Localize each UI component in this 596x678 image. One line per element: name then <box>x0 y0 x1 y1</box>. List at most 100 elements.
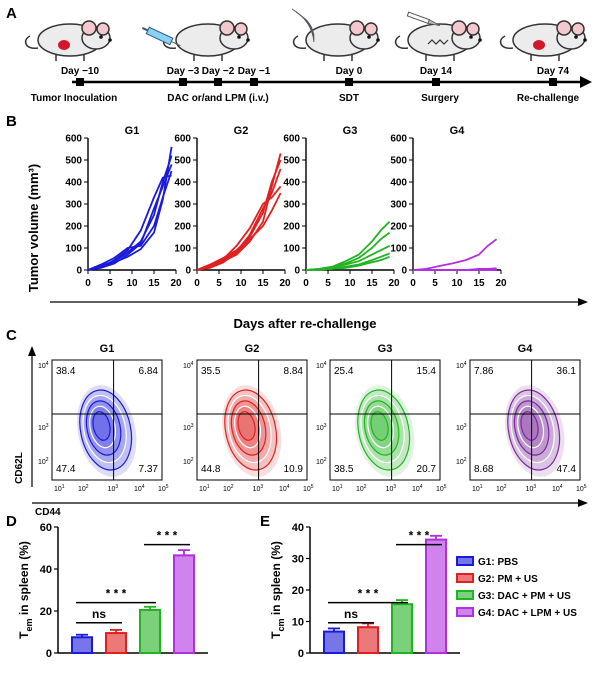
series-line <box>196 153 282 271</box>
panel-letter-c: C <box>6 327 17 344</box>
series-line <box>87 170 173 271</box>
x-tick-label: 15 <box>257 278 269 289</box>
legend-label: G4: DAC + LPM + US <box>478 608 577 619</box>
y-tick-label: 400 <box>390 178 407 189</box>
mouse-icon <box>24 20 112 61</box>
y-tick-label: 300 <box>390 200 407 211</box>
contour-ring <box>89 405 117 449</box>
x-log-tick: 104 <box>279 484 290 493</box>
x-log-exponent: 3 <box>115 484 118 490</box>
y-log-exponent: 2 <box>324 457 327 463</box>
y-tick-label: 200 <box>390 222 407 233</box>
x-log-exponent: 1 <box>207 484 210 490</box>
panel-letter-e: E <box>260 513 270 530</box>
y-tick-label: 100 <box>283 244 300 255</box>
quadrant-lr-value: 47.4 <box>557 464 577 475</box>
x-log-exponent: 5 <box>444 484 447 490</box>
y-log-tick: 102 <box>183 457 194 466</box>
timeline-event: Surgery <box>421 93 459 104</box>
x-log-exponent: 1 <box>480 484 483 490</box>
legend-swatch <box>456 607 474 617</box>
y-tick-label: 100 <box>65 244 82 255</box>
bar-g4 <box>425 538 447 654</box>
quadrant-ll-value: 38.5 <box>334 464 354 475</box>
chart-title: G4 <box>450 125 466 137</box>
flow-title: G2 <box>245 343 260 355</box>
x-log-tick: 103 <box>108 484 119 493</box>
y-log-exponent: 4 <box>324 361 327 367</box>
y-tick-label: 20 <box>292 585 304 597</box>
contour-ring <box>234 405 262 449</box>
x-tick-label: 0 <box>303 278 309 289</box>
quadrant-ll-value: 8.68 <box>474 464 494 475</box>
ultrasound-wave <box>291 8 315 43</box>
y-log-tick: 103 <box>456 423 467 432</box>
chart-title: G3 <box>343 125 358 137</box>
panel-letter-a: A <box>6 5 17 22</box>
x-log-exponent: 4 <box>142 484 145 490</box>
y-label-subscript: em <box>24 618 34 631</box>
y-tick-label: 200 <box>283 222 300 233</box>
quadrant-lr-value: 10.9 <box>284 464 304 475</box>
mouse-eye <box>99 35 103 39</box>
legend-swatch <box>456 573 474 583</box>
mouse-icon <box>162 20 250 61</box>
mouse-eye <box>237 35 241 39</box>
series-line <box>196 168 282 271</box>
timeline-tick <box>549 78 557 86</box>
y-tick-label: 20 <box>40 606 52 618</box>
contour-ring <box>237 411 256 441</box>
y-tick-label: 40 <box>40 564 52 576</box>
significance-label: * * * <box>157 529 178 543</box>
timeline-tick <box>432 78 440 86</box>
series-line <box>87 164 173 271</box>
y-log-exponent: 4 <box>191 361 194 367</box>
y-tick-label: 0 <box>46 648 52 660</box>
x-log-exponent: 5 <box>166 484 169 490</box>
mouse-ear <box>96 22 110 36</box>
x-tick-label: 5 <box>432 278 438 289</box>
contour-ring <box>370 411 389 441</box>
y-log-tick: 103 <box>316 423 327 432</box>
mouse-icon <box>394 20 482 61</box>
quadrant-ul-value: 35.5 <box>201 366 221 377</box>
timeline-event: DAC or/and LPM (i.v.) <box>167 93 268 104</box>
panel-letter-d: D <box>6 513 17 530</box>
c-ylabel: CD62L <box>14 452 25 484</box>
bar-g4 <box>173 554 195 654</box>
mouse-ear <box>349 20 365 36</box>
y-log-tick: 102 <box>316 457 327 466</box>
bar-g2 <box>105 632 127 654</box>
quadrant-ll-value: 44.8 <box>201 464 221 475</box>
y-tick-label: 500 <box>390 156 407 167</box>
significance-label: ns <box>344 607 358 621</box>
y-tick-label: 10 <box>292 617 304 629</box>
mouse-nose <box>376 38 380 42</box>
timeline-day: Day −2 <box>202 66 235 77</box>
bar-g3 <box>391 603 413 654</box>
y-log-exponent: 3 <box>464 423 467 429</box>
y-tick-label: 600 <box>283 134 300 145</box>
quadrant-lr-value: 7.37 <box>139 464 159 475</box>
x-log-exponent: 1 <box>62 484 65 490</box>
mouse-icon <box>292 20 380 61</box>
x-log-tick: 103 <box>253 484 264 493</box>
contour-ring <box>92 411 111 441</box>
legend-label: G2: PM + US <box>478 574 538 585</box>
quadrant-ur-value: 36.1 <box>557 366 577 377</box>
y-log-exponent: 3 <box>324 423 327 429</box>
y-log-tick: 103 <box>38 423 49 432</box>
y-axis-label: Tcm in spleen (%) <box>269 541 286 639</box>
flow-title: G1 <box>100 343 115 355</box>
flow-plot-g2: G2 35.5 8.84 44.8 10.9 104 103 102 101 102 103 104 1… <box>183 343 314 493</box>
y-tick-label: 0 <box>294 266 300 277</box>
flow-title: G4 <box>518 343 534 355</box>
x-log-exponent: 5 <box>311 484 314 490</box>
timeline-tick <box>179 78 187 86</box>
y-tick-label: 500 <box>65 156 82 167</box>
x-log-tick: 103 <box>526 484 537 493</box>
x-log-exponent: 4 <box>287 484 290 490</box>
contour-ring <box>520 411 539 441</box>
